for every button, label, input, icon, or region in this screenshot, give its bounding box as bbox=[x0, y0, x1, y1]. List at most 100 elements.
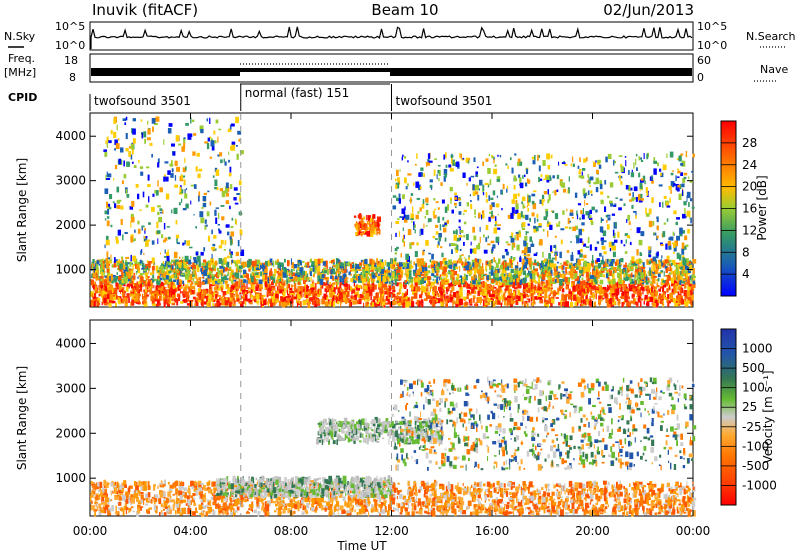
heatmap-cell bbox=[155, 265, 159, 271]
heatmap-cell bbox=[598, 304, 600, 306]
heatmap-cell bbox=[355, 232, 358, 236]
heatmap-cell bbox=[134, 287, 136, 291]
heatmap-cell bbox=[377, 292, 379, 297]
heatmap-cell bbox=[356, 284, 358, 288]
heatmap-cell bbox=[152, 274, 155, 279]
heatmap-cell bbox=[597, 284, 600, 286]
heatmap-cell bbox=[691, 274, 696, 278]
heatmap-cell bbox=[450, 290, 452, 295]
cpid-segment-label: normal (fast) 151 bbox=[245, 86, 349, 100]
heatmap-cell bbox=[216, 301, 220, 307]
heatmap-cell bbox=[198, 261, 201, 267]
heatmap-cell bbox=[638, 269, 642, 274]
heatmap-cell bbox=[535, 285, 537, 292]
heatmap-cell bbox=[152, 126, 154, 133]
heatmap-cell bbox=[271, 276, 276, 279]
heatmap-cell bbox=[538, 277, 540, 284]
heatmap-cell bbox=[482, 280, 485, 288]
heatmap-cell bbox=[618, 207, 622, 211]
heatmap-cell bbox=[184, 284, 187, 287]
heatmap-cell bbox=[558, 265, 562, 269]
heatmap-cell bbox=[410, 260, 412, 265]
heatmap-cell bbox=[113, 131, 117, 138]
heatmap-cell bbox=[125, 189, 128, 195]
heatmap-cell bbox=[590, 275, 595, 279]
heatmap-cell bbox=[431, 264, 434, 268]
heatmap-cell bbox=[94, 261, 97, 268]
heatmap-cell bbox=[268, 288, 270, 290]
heatmap-cell bbox=[686, 263, 689, 266]
heatmap-cell bbox=[279, 289, 283, 294]
heatmap-cell bbox=[222, 294, 226, 297]
heatmap-cell bbox=[472, 280, 476, 285]
heatmap-cell bbox=[268, 298, 270, 305]
heatmap-cell bbox=[155, 190, 159, 196]
heatmap-cell bbox=[281, 283, 284, 290]
heatmap-cell bbox=[96, 274, 98, 278]
heatmap-cell bbox=[590, 286, 595, 290]
heatmap-cell bbox=[378, 263, 380, 266]
heatmap-cell bbox=[405, 296, 408, 300]
heatmap-cell bbox=[475, 274, 477, 279]
heatmap-cell bbox=[381, 291, 383, 295]
heatmap-cell bbox=[147, 184, 151, 187]
heatmap-cell bbox=[112, 287, 117, 292]
heatmap-cell bbox=[690, 198, 693, 202]
heatmap-cell bbox=[113, 290, 116, 296]
heatmap-cell bbox=[236, 298, 240, 302]
heatmap-cell bbox=[248, 268, 251, 272]
heatmap-cell bbox=[157, 205, 161, 208]
heatmap-cell bbox=[656, 263, 659, 268]
heatmap-cell bbox=[561, 293, 565, 296]
heatmap-cell bbox=[676, 291, 678, 293]
heatmap-cell bbox=[629, 302, 632, 307]
heatmap-cell bbox=[229, 205, 231, 210]
heatmap-cell bbox=[590, 290, 593, 296]
heatmap-cell bbox=[263, 279, 265, 283]
heatmap-cell bbox=[200, 129, 204, 134]
heatmap-cell bbox=[379, 291, 381, 294]
heatmap-cell bbox=[500, 264, 503, 270]
heatmap-cell bbox=[214, 179, 218, 186]
heatmap-cell bbox=[226, 291, 229, 295]
heatmap-cell bbox=[214, 290, 218, 294]
heatmap-cell bbox=[312, 279, 314, 283]
heatmap-cell bbox=[605, 266, 607, 268]
heatmap-cell bbox=[622, 267, 626, 270]
heatmap-cell bbox=[500, 302, 502, 307]
heatmap-cell bbox=[577, 285, 581, 289]
heatmap-cell bbox=[677, 295, 681, 300]
heatmap-cell bbox=[200, 299, 203, 305]
heatmap-cell bbox=[368, 220, 371, 225]
heatmap-cell bbox=[251, 276, 254, 283]
heatmap-cell bbox=[487, 286, 490, 289]
heatmap-cell bbox=[281, 278, 283, 283]
heatmap-cell bbox=[309, 258, 312, 263]
heatmap-cell bbox=[686, 291, 691, 297]
heatmap-cell bbox=[405, 301, 410, 308]
heatmap-cell bbox=[166, 226, 170, 228]
heatmap-cell bbox=[304, 286, 309, 292]
heatmap-cell bbox=[562, 301, 564, 306]
heatmap-cell bbox=[144, 138, 146, 144]
heatmap-cell bbox=[596, 269, 598, 275]
heatmap-cell bbox=[452, 277, 454, 280]
heatmap-cell bbox=[293, 264, 298, 267]
heatmap-cell bbox=[375, 266, 377, 270]
heatmap-cell bbox=[114, 277, 117, 283]
heatmap-cell bbox=[622, 291, 625, 296]
heatmap-cell bbox=[598, 287, 602, 295]
heatmap-cell bbox=[234, 202, 239, 205]
heatmap-cell bbox=[119, 263, 123, 270]
heatmap-cell bbox=[612, 273, 615, 279]
heatmap-cell bbox=[92, 259, 95, 264]
heatmap-cell bbox=[225, 283, 228, 290]
heatmap-cell bbox=[236, 295, 239, 299]
heatmap-cell bbox=[357, 224, 360, 231]
heatmap-cell bbox=[581, 298, 584, 301]
heatmap-cell bbox=[425, 273, 428, 276]
heatmap-cell bbox=[117, 267, 119, 270]
heatmap-cell bbox=[628, 283, 631, 287]
heatmap-cell bbox=[329, 301, 331, 307]
heatmap-cell bbox=[547, 300, 551, 304]
